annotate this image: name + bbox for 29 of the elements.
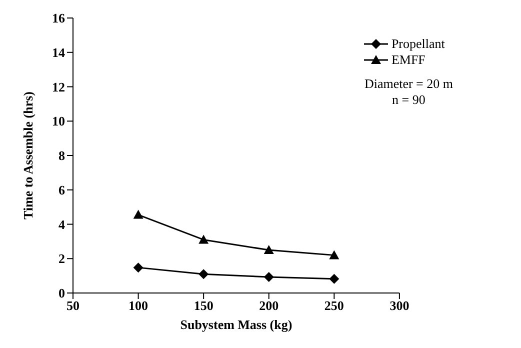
x-tick-label: 300 (390, 298, 410, 314)
y-tick-label: 0 (58, 286, 65, 301)
point (133, 262, 144, 273)
legend-label: Propellant (391, 36, 445, 52)
y-tick-label: 10 (52, 114, 65, 129)
x-tick-label: 50 (66, 298, 80, 314)
legend-label: EMFF (391, 52, 426, 68)
point (198, 234, 209, 244)
y-tick-label: 12 (52, 79, 65, 94)
annotation: n = 90 (391, 92, 426, 108)
y-tick-label: 8 (58, 148, 66, 164)
annotation: Diameter = 20 m (364, 76, 453, 92)
x-axis-title: Subystem Mass (kg) (180, 317, 292, 332)
y-tick-label: 2 (58, 251, 65, 266)
y-tick-label: 14 (52, 44, 66, 60)
x-tick-label: 200 (259, 298, 279, 314)
x-tick-label: 100 (128, 298, 148, 314)
y-axis-title: Time to Assemble (hrs) (20, 92, 36, 220)
point (133, 210, 144, 219)
x-tick-label: 150 (194, 298, 214, 314)
x-tick-label: 250 (324, 298, 344, 314)
y-tick-label: 4 (58, 216, 66, 232)
point (329, 250, 340, 260)
y-tick-label: 6 (58, 182, 66, 198)
point (264, 245, 274, 254)
point (198, 269, 209, 280)
y-tick-label: 16 (52, 10, 66, 26)
point (264, 272, 274, 282)
point (329, 274, 340, 284)
